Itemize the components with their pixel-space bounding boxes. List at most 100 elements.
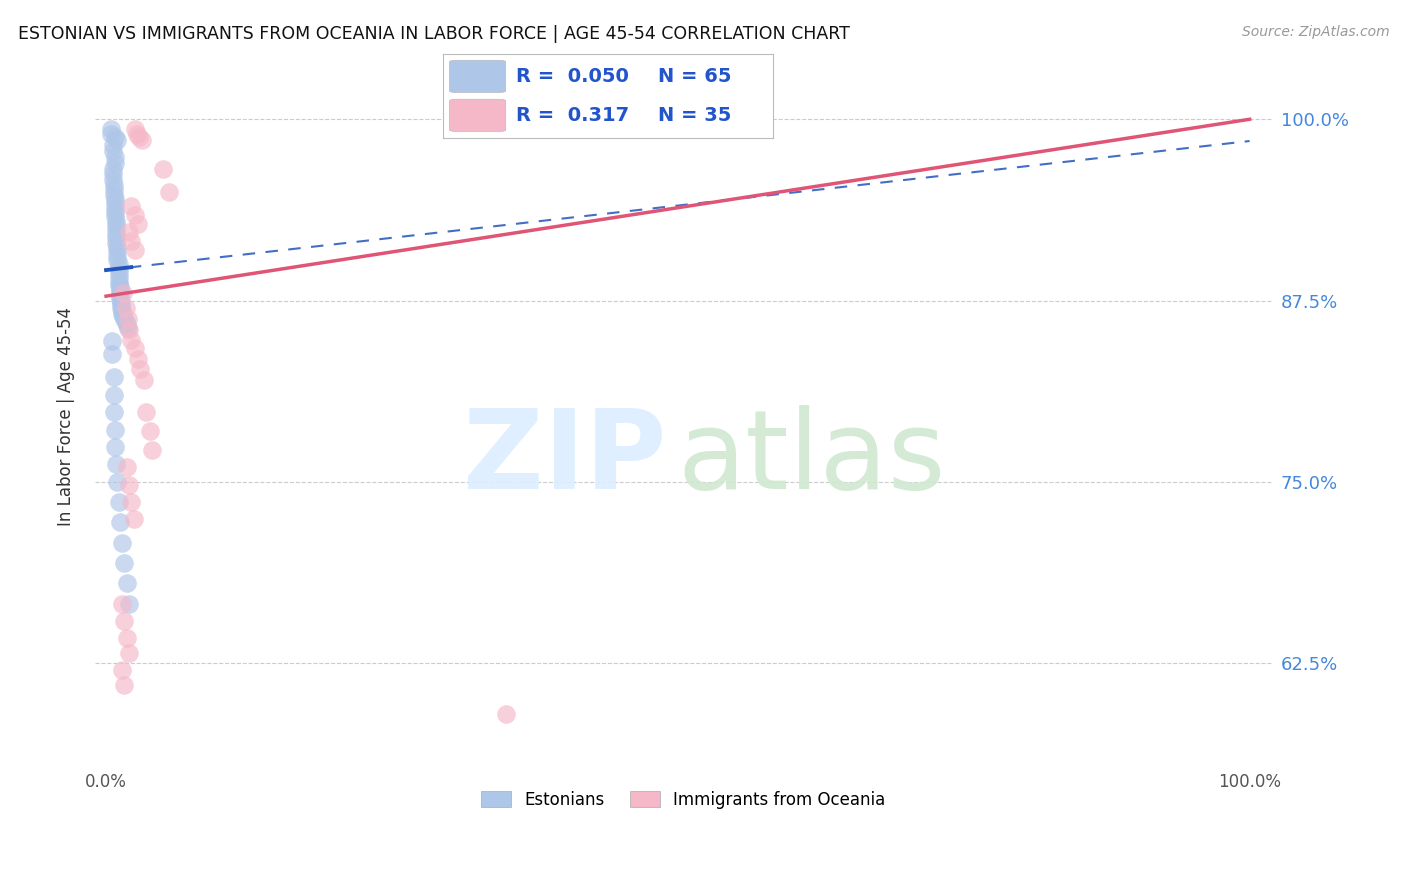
Point [107, 261, 129, 276]
Point [101, 173, 124, 187]
Point [108, 286, 131, 301]
Point [104, 196, 127, 211]
FancyBboxPatch shape [450, 61, 506, 93]
Point [135, 405, 157, 419]
Point [124, 208, 146, 222]
Point [104, 129, 127, 144]
Point [111, 307, 134, 321]
Point [107, 257, 129, 271]
Point [118, 477, 141, 491]
Point [120, 199, 142, 213]
Point [120, 234, 142, 248]
Point [111, 597, 134, 611]
Point [101, 161, 124, 176]
Point [107, 270, 129, 285]
Point [120, 333, 142, 347]
Point [117, 321, 139, 335]
Point [107, 266, 129, 280]
Point [103, 370, 125, 384]
Point [107, 252, 129, 267]
Point [115, 576, 138, 591]
Point [100, 127, 122, 141]
Point [118, 322, 141, 336]
Point [124, 122, 146, 136]
Point [107, 275, 129, 289]
Point [108, 284, 131, 298]
Point [127, 351, 149, 366]
Point [107, 240, 129, 254]
Point [118, 226, 141, 240]
Point [111, 303, 134, 318]
Point [103, 187, 125, 202]
Point [120, 495, 142, 509]
Point [108, 292, 131, 306]
Point [115, 460, 138, 475]
Point [118, 646, 141, 660]
Point [124, 243, 146, 257]
Point [112, 310, 135, 324]
Point [112, 556, 135, 570]
Point [141, 442, 163, 457]
Point [105, 231, 128, 245]
Point [110, 301, 132, 315]
Point [104, 210, 127, 224]
Point [103, 183, 125, 197]
Point [100, 122, 122, 136]
Point [105, 227, 128, 241]
Point [107, 132, 129, 146]
Point [495, 706, 517, 721]
Point [105, 235, 128, 250]
Point [107, 249, 129, 263]
Point [105, 213, 128, 227]
Point [114, 315, 136, 329]
Point [104, 205, 127, 219]
Point [112, 678, 135, 692]
Y-axis label: In Labor Force | Age 45-54: In Labor Force | Age 45-54 [58, 307, 75, 526]
Legend: Estonians, Immigrants from Oceania: Estonians, Immigrants from Oceania [475, 784, 893, 815]
Text: Source: ZipAtlas.com: Source: ZipAtlas.com [1241, 25, 1389, 39]
Point [117, 312, 139, 326]
Text: ESTONIAN VS IMMIGRANTS FROM OCEANIA IN LABOR FORCE | AGE 45-54 CORRELATION CHART: ESTONIAN VS IMMIGRANTS FROM OCEANIA IN L… [18, 25, 851, 43]
Point [152, 161, 174, 176]
Point [115, 632, 138, 646]
Point [104, 423, 127, 437]
Point [125, 127, 148, 141]
Point [111, 663, 134, 677]
Point [128, 129, 150, 144]
Point [138, 424, 160, 438]
Point [114, 301, 136, 315]
Point [124, 342, 146, 356]
Point [157, 185, 180, 199]
Point [108, 280, 131, 294]
Point [108, 289, 131, 303]
Point [132, 373, 155, 387]
Point [107, 277, 129, 292]
Point [103, 405, 125, 419]
Point [105, 458, 128, 472]
Point [110, 298, 132, 312]
Point [110, 295, 132, 310]
Point [108, 516, 131, 530]
Text: atlas: atlas [678, 405, 946, 512]
Text: R =  0.050: R = 0.050 [516, 67, 628, 86]
Point [104, 155, 127, 169]
Point [115, 318, 138, 333]
Point [103, 388, 125, 402]
Point [131, 132, 153, 146]
Text: N = 65: N = 65 [658, 67, 731, 86]
Text: ZIP: ZIP [463, 405, 666, 512]
Point [104, 201, 127, 215]
Point [105, 218, 128, 232]
Point [107, 495, 129, 509]
Point [112, 614, 135, 628]
Point [122, 512, 145, 526]
Point [101, 347, 124, 361]
Point [104, 150, 127, 164]
Point [127, 217, 149, 231]
Point [107, 475, 129, 489]
Point [101, 334, 124, 348]
Point [105, 222, 128, 236]
Point [129, 361, 152, 376]
Point [101, 167, 124, 181]
Point [118, 597, 141, 611]
